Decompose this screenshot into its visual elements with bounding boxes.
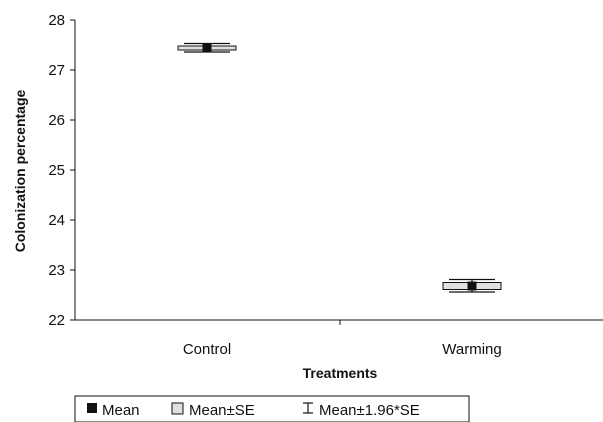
x-axis-title: Treatments: [303, 365, 378, 381]
axes: [74, 20, 603, 321]
whisker-icon: [303, 402, 313, 414]
filled-square-icon: [87, 403, 97, 413]
open-square-icon: [171, 402, 184, 415]
legend: Mean Mean±SE Mean±1.96*SE: [74, 395, 470, 422]
legend-label-mean-se: Mean±SE: [189, 402, 255, 419]
y-tick-label: 22: [48, 312, 65, 329]
mean-marker: [202, 43, 212, 53]
y-axis-title: Colonization percentage: [12, 90, 28, 253]
mean-marker: [467, 281, 477, 291]
x-tick-label: Warming: [442, 341, 501, 358]
y-tick-label: 23: [48, 262, 65, 279]
y-tick-label: 26: [48, 112, 65, 129]
legend-label-mean-196se: Mean±1.96*SE: [319, 402, 420, 419]
y-tick-label: 25: [48, 162, 65, 179]
plot-marks: [177, 42, 502, 293]
x-tick-label: Control: [183, 341, 231, 358]
x-ticks: Control Warming: [183, 320, 502, 358]
y-tick-label: 27: [48, 62, 65, 79]
y-tick-label: 24: [48, 212, 65, 229]
y-tick-label: 28: [48, 12, 65, 29]
legend-label-mean: Mean: [102, 402, 140, 419]
y-ticks: 22 23 24 25 26 27 28: [48, 12, 75, 329]
legend-box: [74, 395, 470, 422]
